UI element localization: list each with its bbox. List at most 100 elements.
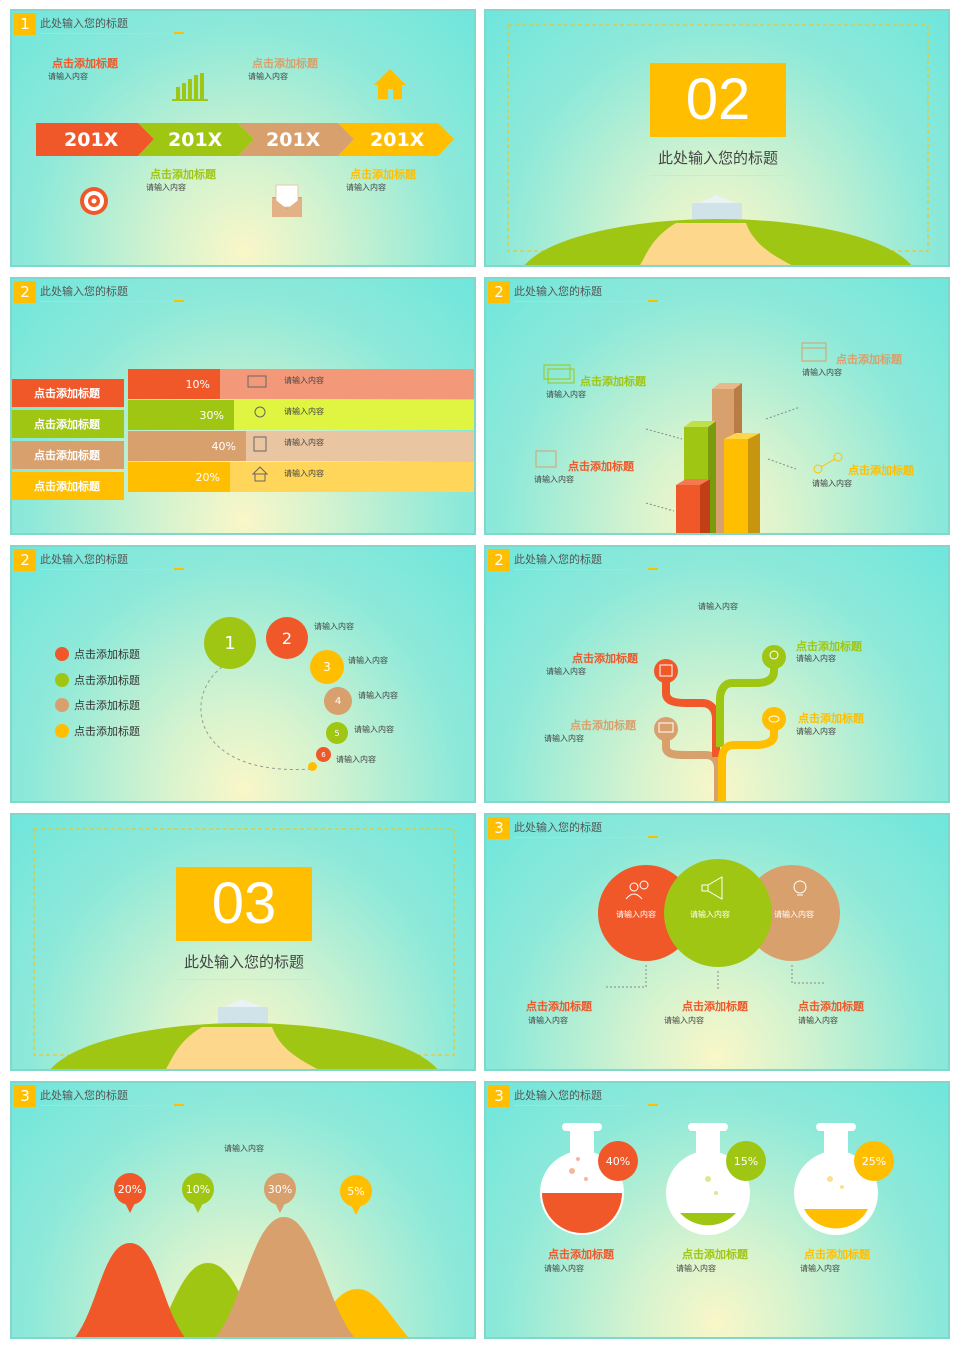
- pct-box-1: 10%: [128, 369, 220, 399]
- pct-text: 30%: [199, 408, 224, 422]
- venn-caption-1: 请输入内容: [528, 1016, 568, 1025]
- venn-title-2: 点击添加标题: [682, 1000, 748, 1013]
- money-icon: [247, 375, 267, 388]
- bar-chart-icon: [172, 73, 208, 101]
- slide-8[interactable]: 3 此处输入您的标题 请输入内容 请输入内容 请输入内容 点击添加标题 请输入内…: [484, 813, 950, 1071]
- section-title: 此处输入您的标题: [183, 953, 304, 971]
- label-box-2: 点击添加标题: [12, 410, 124, 438]
- circle-text-3: 请输入内容: [358, 691, 398, 700]
- circle-graphics: [55, 647, 313, 771]
- slide-5[interactable]: 2 此处输入您的标题 点击添加标题 点击添加标题 点击添加标题 点击添加标题 1…: [10, 545, 476, 803]
- timeline-graphics: [36, 69, 454, 217]
- section-number: 03: [211, 871, 277, 936]
- bar-yellow: [724, 439, 748, 533]
- year-label-3: 201X: [266, 129, 321, 151]
- pin-label-4: 5%: [347, 1184, 365, 1198]
- home-icon: [251, 466, 269, 475]
- section-graphics: [33, 828, 455, 1069]
- folder-outline-icon: [535, 450, 557, 468]
- slide-1[interactable]: 1 此处输入您的标题 点击添加标题 请输入内容 点击添加标题 请输入内容: [10, 9, 476, 267]
- pin-markers: [114, 1173, 372, 1215]
- arrow-3: [238, 123, 354, 156]
- flask-2: [666, 1123, 750, 1235]
- title-underline: [40, 300, 184, 302]
- title-underline: [514, 836, 658, 838]
- tree-text-2: 请输入内容: [544, 734, 584, 743]
- bar-text-3: 请输入内容: [534, 475, 574, 484]
- circle-7: [308, 762, 317, 771]
- circle-1: 1: [204, 617, 256, 669]
- branch-tan: [662, 729, 722, 801]
- slide-9[interactable]: 3 此处输入您的标题 请输入内容 20% 10% 30% 5%: [10, 1081, 476, 1339]
- section-title-line: [176, 979, 312, 980]
- coins-icon: [762, 707, 786, 731]
- tree-text-3: 请输入内容: [796, 654, 836, 663]
- bar-text-4: 请输入内容: [812, 479, 852, 488]
- label-box-1: 点击添加标题: [12, 379, 124, 407]
- badge-label-3: 25%: [861, 1154, 887, 1168]
- slide-title: 此处输入您的标题: [40, 1089, 128, 1102]
- slide-title: 此处输入您的标题: [514, 285, 602, 298]
- content-text-3: 请输入内容: [284, 438, 324, 447]
- circle-6: 6: [316, 747, 331, 762]
- house-icon: [374, 69, 406, 99]
- money-outline-icon: [543, 364, 575, 384]
- circle-text-4: 请输入内容: [354, 725, 394, 734]
- bar-title-2: 点击添加标题: [836, 353, 902, 366]
- year-label-2: 201X: [168, 129, 223, 151]
- network-outline-icon: [813, 452, 843, 474]
- timeline-text-3: 请输入内容: [146, 183, 186, 192]
- bar-title-1: 点击添加标题: [580, 375, 646, 388]
- slide-title: 此处输入您的标题: [514, 1089, 602, 1102]
- bulb-icon: [254, 406, 266, 418]
- slide-2[interactable]: 02 此处输入您的标题: [484, 9, 950, 267]
- bar-title-4: 点击添加标题: [848, 464, 914, 477]
- circle-2: 2: [266, 617, 308, 659]
- bulb-icon: [762, 645, 786, 669]
- content-bar-1: [220, 369, 474, 399]
- house: [692, 203, 742, 219]
- branch-yellow: [718, 727, 778, 801]
- bar-text-1: 请输入内容: [546, 390, 586, 399]
- label-box-4: 点击添加标题: [12, 472, 124, 500]
- content-bar-2: [234, 400, 474, 430]
- mountain-red: [75, 1243, 185, 1337]
- flask-3: [794, 1123, 878, 1235]
- legend-label-4: 点击添加标题: [74, 725, 140, 738]
- section-number-box: [650, 63, 786, 137]
- slide-number: 2: [488, 281, 510, 303]
- title-underline: [40, 568, 184, 570]
- top-text: 请输入内容: [224, 1144, 264, 1153]
- slide-title: 此处输入您的标题: [40, 553, 128, 566]
- label-text: 点击添加标题: [34, 387, 100, 400]
- house: [218, 1007, 268, 1023]
- badge-label-2: 15%: [733, 1154, 759, 1168]
- flask-text-3: 请输入内容: [800, 1264, 840, 1273]
- tree-text-1: 请输入内容: [546, 667, 586, 676]
- timeline-title-4: 点击添加标题: [350, 168, 416, 181]
- slide-number: 3: [488, 1085, 510, 1107]
- content-text-1: 请输入内容: [284, 376, 324, 385]
- timeline-title-1: 点击添加标题: [52, 57, 118, 70]
- badge-label-1: 40%: [605, 1154, 631, 1168]
- slide-title: 此处输入您的标题: [40, 17, 128, 30]
- venn-text-1: 请输入内容: [616, 910, 656, 919]
- timeline-text-2: 请输入内容: [248, 72, 288, 81]
- slide-4[interactable]: 2 此处输入您的标题 点击添加标题 请输入内容 点击添加标题 请输入内容 点击添…: [484, 277, 950, 535]
- slide-10[interactable]: 3 此处输入您的标题 40% 15% 25% 点击添加标题: [484, 1081, 950, 1339]
- slide-3[interactable]: 2 此处输入您的标题 点击添加标题 10% 请输入内容 点击添加标题 30% 请…: [10, 277, 476, 535]
- bag-icon: [654, 659, 678, 683]
- circle-text-2: 请输入内容: [348, 656, 388, 665]
- content-text-2: 请输入内容: [284, 407, 324, 416]
- slide-7[interactable]: 03 此处输入您的标题: [10, 813, 476, 1071]
- arrow-1: [36, 123, 154, 156]
- pct-text: 40%: [211, 439, 236, 453]
- legend-dot-yellow: [55, 724, 69, 738]
- document-icon: [253, 436, 267, 452]
- label-text: 点击添加标题: [34, 449, 100, 462]
- timeline-title-3: 点击添加标题: [150, 168, 216, 181]
- section-number-box: [176, 867, 312, 941]
- venn-title-1: 点击添加标题: [526, 1000, 592, 1013]
- slide-6[interactable]: 2 此处输入您的标题 请输入内容 点击添加标题 请输入内容 点击添加标题 请输入…: [484, 545, 950, 803]
- tree-title-1: 点击添加标题: [572, 652, 638, 665]
